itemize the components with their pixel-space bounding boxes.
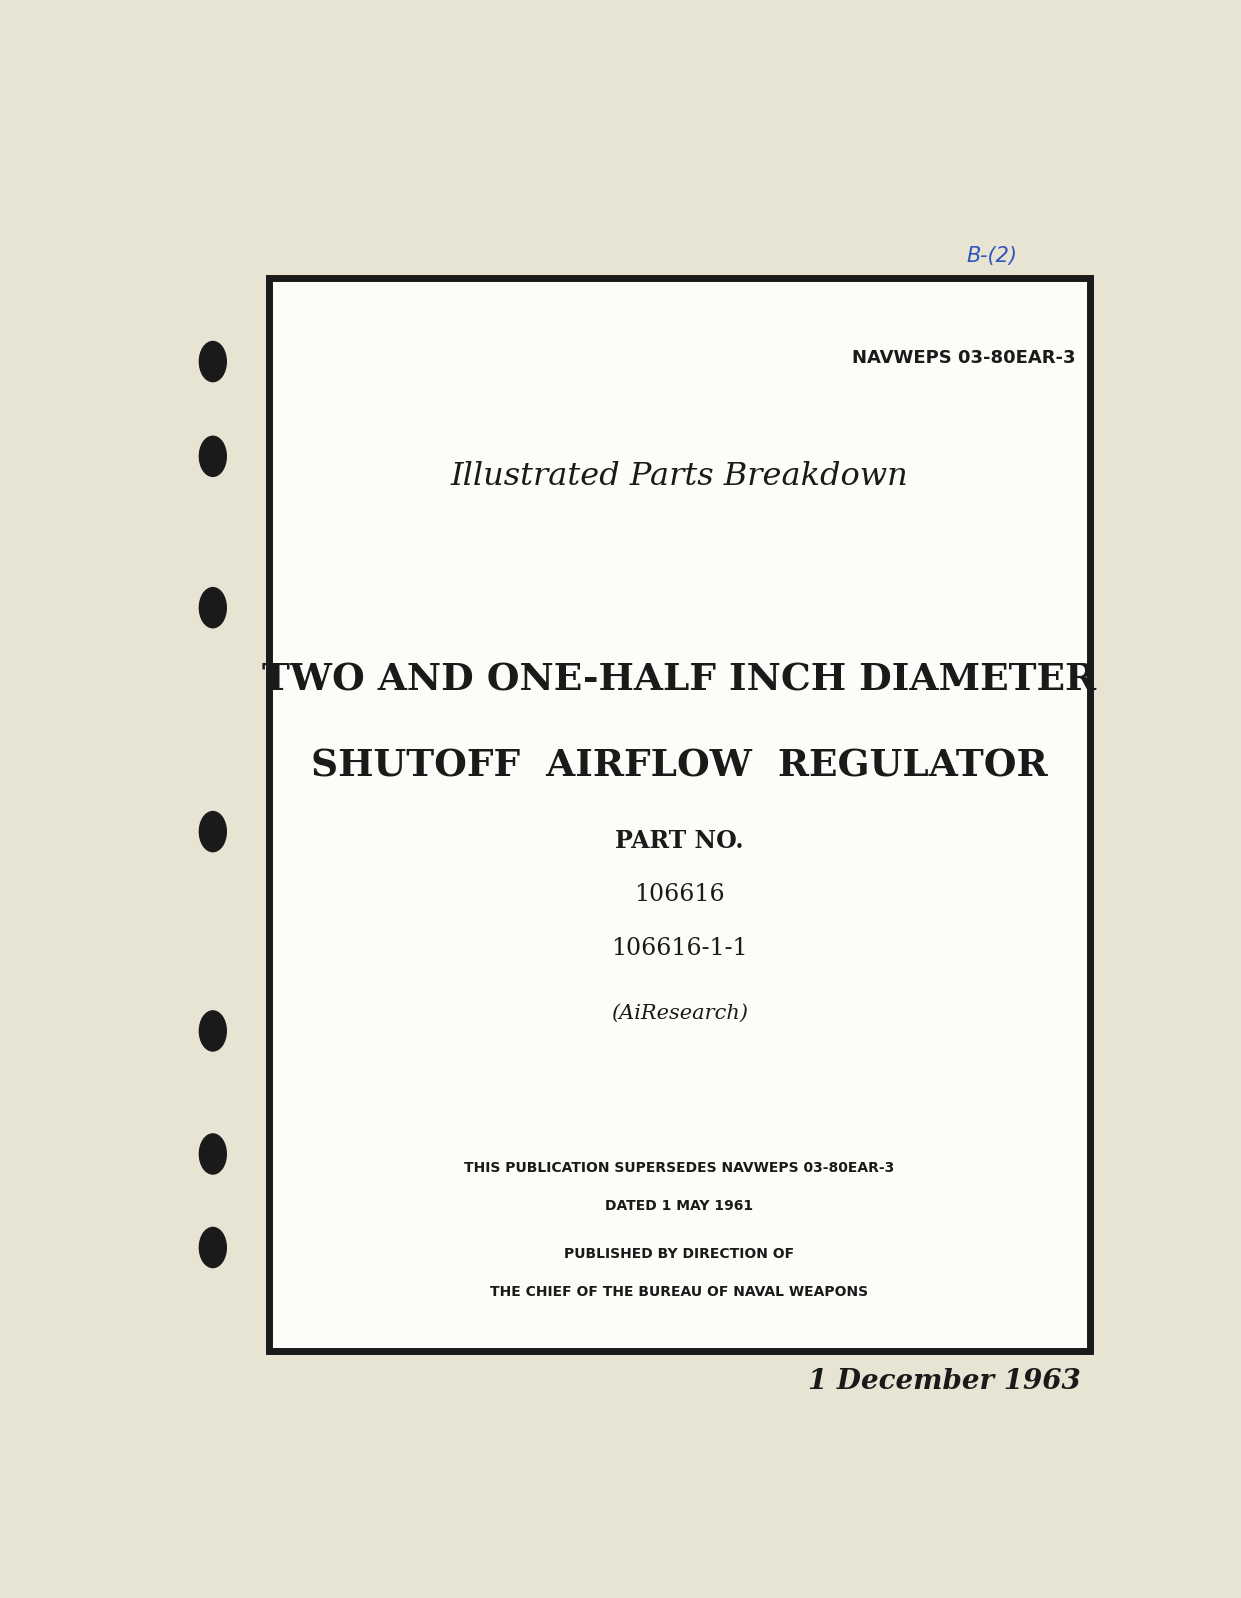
Ellipse shape (200, 1135, 226, 1175)
Ellipse shape (200, 436, 226, 476)
Text: SHUTOFF  AIRFLOW  REGULATOR: SHUTOFF AIRFLOW REGULATOR (311, 748, 1047, 785)
Bar (268, 278, 1090, 1350)
Ellipse shape (200, 1012, 226, 1051)
Text: THE CHIEF OF THE BUREAU OF NAVAL WEAPONS: THE CHIEF OF THE BUREAU OF NAVAL WEAPONS (490, 1285, 869, 1299)
Text: THIS PUBLICATION SUPERSEDES NAVWEPS 03-80EAR-3: THIS PUBLICATION SUPERSEDES NAVWEPS 03-8… (464, 1162, 895, 1176)
Text: NAVWEPS 03-80EAR-3: NAVWEPS 03-80EAR-3 (853, 350, 1076, 368)
Text: B-(2): B-(2) (967, 246, 1018, 265)
Text: 106616-1-1: 106616-1-1 (611, 936, 747, 960)
Ellipse shape (200, 812, 226, 852)
Text: TWO AND ONE-HALF INCH DIAMETER: TWO AND ONE-HALF INCH DIAMETER (262, 662, 1096, 698)
Text: Illustrated Parts Breakdown: Illustrated Parts Breakdown (450, 460, 908, 492)
Text: PART NO.: PART NO. (616, 829, 743, 853)
Text: PUBLISHED BY DIRECTION OF: PUBLISHED BY DIRECTION OF (565, 1248, 794, 1261)
Text: 106616: 106616 (634, 884, 725, 906)
Ellipse shape (200, 588, 226, 628)
Ellipse shape (200, 342, 226, 382)
Text: 1 December 1963: 1 December 1963 (808, 1368, 1081, 1395)
Text: DATED 1 MAY 1961: DATED 1 MAY 1961 (606, 1198, 753, 1213)
Text: (AiResearch): (AiResearch) (611, 1004, 748, 1023)
Ellipse shape (200, 1227, 226, 1267)
